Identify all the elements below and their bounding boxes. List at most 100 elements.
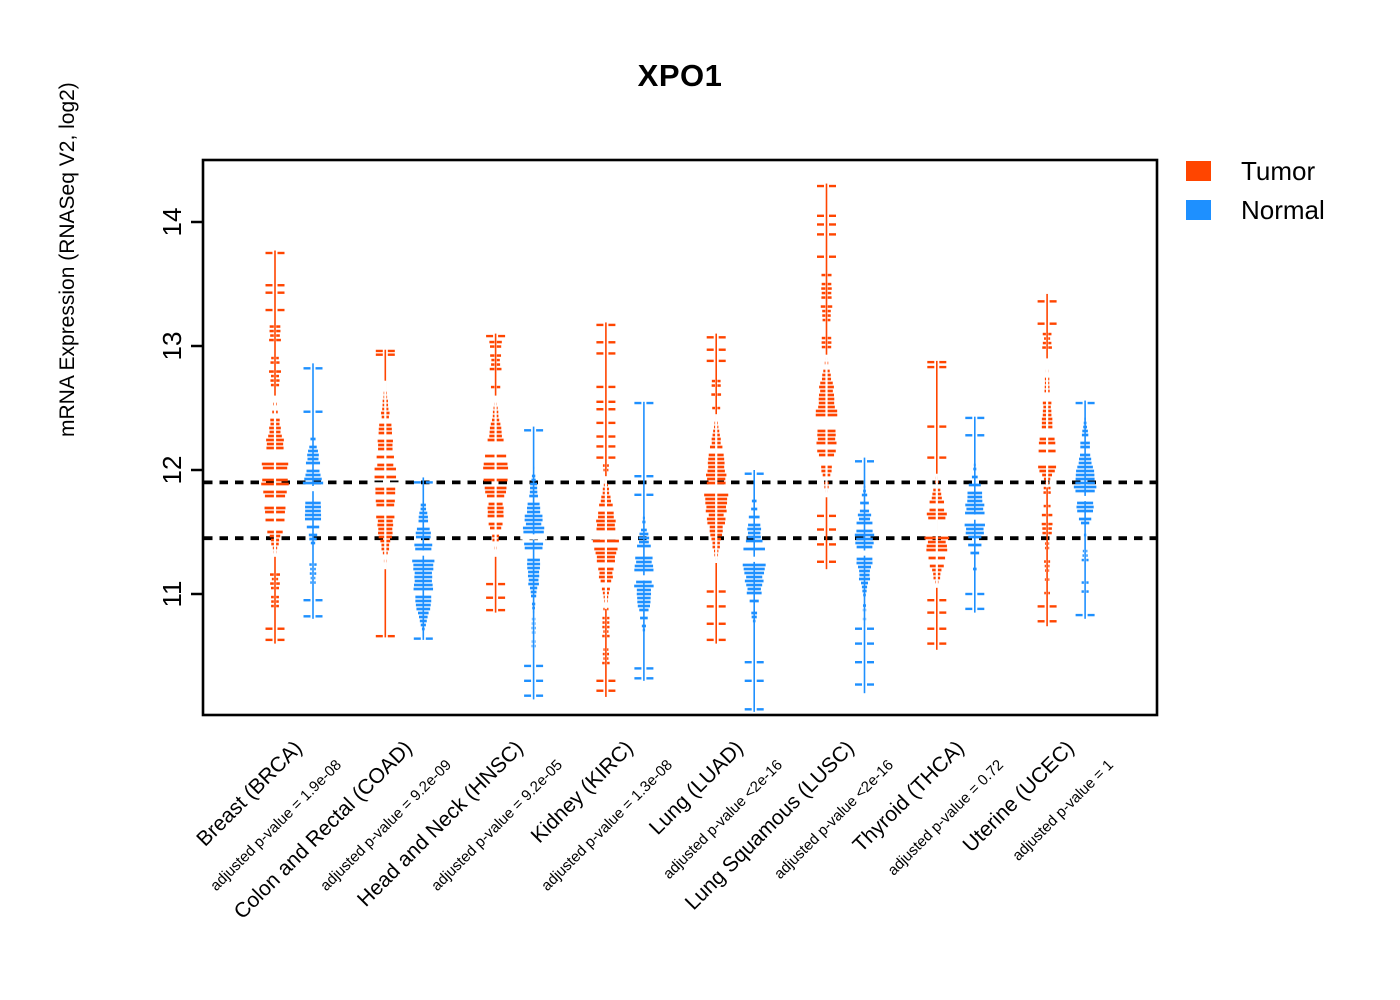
chart-title: XPO1	[637, 58, 723, 93]
violin-group-7-tumor-stack-dash	[1043, 486, 1046, 490]
violin-group-3-normal-dash	[640, 616, 648, 620]
violin-group-5-tumor-stack-dash	[827, 282, 832, 286]
violin-group-7-tumor-stack-dash	[1044, 569, 1046, 572]
violin-group-5-tumor-outlier	[829, 214, 836, 217]
violin-group-3-tumor-stack-dash	[603, 630, 605, 633]
violin-group-5-normal-dash	[856, 557, 873, 561]
violin-group-1-tumor-outlier	[387, 349, 395, 353]
violin-group-3-normal-dash	[637, 544, 651, 548]
violin-group-0-normal-dash	[307, 457, 319, 461]
violin-group-0-normal-dash	[305, 501, 321, 505]
violin-group-3-tumor-outlier	[608, 445, 616, 448]
violin-group-7-normal-median-gap	[1072, 495, 1099, 502]
violin-group-5-tumor-stack-dash	[827, 309, 831, 313]
violin-group-4-normal-dash	[751, 615, 757, 619]
plot-border	[201, 158, 1159, 717]
violin-group-7-normal-dash	[1075, 481, 1095, 485]
violin-group-0-tumor-stack-dash	[276, 573, 280, 576]
legend-item-normal: Normal	[1186, 195, 1325, 225]
violin-group-3-normal-dash	[637, 600, 651, 604]
violin-group-0-normal-dash	[305, 473, 321, 477]
violin-group-2-normal-dash	[531, 474, 536, 478]
violin-group-5-normal-outlier	[855, 642, 862, 645]
violin-group-7-tumor-stack-dash	[1048, 337, 1051, 340]
violin-group-7-tumor-stack-dash	[1048, 522, 1053, 526]
violin-group-7-normal-dash	[1076, 469, 1095, 473]
violin-group-3-normal-dash	[635, 556, 653, 560]
violin-group-4-tumor-stack-dash	[711, 384, 715, 387]
violin-group-5-normal-dash	[856, 545, 873, 549]
violin-group-0-tumor-stack-dash	[270, 334, 274, 337]
violin-group-0-tumor-stack-dash	[276, 582, 280, 585]
violin-group-1-tumor-split	[384, 380, 387, 570]
violin-group-3-normal-median-gap	[630, 575, 658, 581]
violin-group-0-normal-dash	[309, 445, 317, 449]
violin-group-2-normal-stack-dash	[534, 631, 536, 634]
violin-group-2-tumor-stack-dash	[496, 385, 501, 389]
violin-group-3-tumor-stack-dash	[603, 657, 605, 660]
violin-group-5-normal-dash	[863, 489, 866, 493]
violin-group-7-normal-dash	[1083, 421, 1087, 425]
violin-group-2-normal-dash	[530, 486, 538, 490]
violin-group-4-normal-dash	[746, 591, 762, 595]
violin-group-4-normal-outlier	[756, 708, 764, 711]
violin-group-2-normal-outlier	[524, 679, 532, 682]
violin-group-5-normal-outlier	[867, 661, 874, 664]
violin-group-0-tumor-stack-dash	[270, 379, 274, 382]
violin-group-3-tumor-stack-dash	[602, 616, 605, 620]
violin-group-2-tumor-outlier	[486, 582, 494, 586]
violin-group-3-tumor-outlier	[608, 456, 616, 459]
violin-group-7-tumor-stack-dash	[1044, 560, 1046, 563]
violin-group-6-normal-dash	[965, 531, 984, 535]
violin-group-3-tumor-stack-dash	[607, 464, 609, 467]
violin-group-3-normal-dash	[642, 516, 645, 520]
violin-group-5-tumor-outlier	[829, 223, 836, 226]
violin-group-3-tumor-outlier	[596, 341, 604, 344]
violin-group-3-normal-dash	[639, 532, 649, 536]
violin-group-5-normal-dash	[863, 593, 866, 597]
violin-group-7-tumor-outlier	[1049, 605, 1057, 608]
violin-group-3-normal-dash	[637, 604, 650, 608]
violin-group-7-normal-dash	[1080, 453, 1091, 457]
violin-group-5-normal-dash	[861, 581, 868, 585]
violin-group-0-tumor-stack-dash	[271, 604, 274, 608]
violin-group-2-tumor-outlier	[486, 608, 494, 612]
violin-group-7-tumor-outlier	[1037, 300, 1045, 303]
violin-group-7-tumor-outlier	[1049, 322, 1057, 325]
violin-group-0-normal-dash	[307, 453, 319, 457]
violin-group-2-tumor-stack-dash	[489, 345, 495, 348]
violin-group-3-tumor-stack-dash	[602, 464, 605, 467]
violin-group-1-tumor-outlier	[375, 634, 383, 638]
violin-group-5-normal-outlier	[867, 683, 874, 686]
violin-group-5-normal-dash	[857, 565, 872, 569]
violin-group-5-tumor-stack-dash	[827, 314, 831, 317]
violin-group-7-normal-dash	[1075, 473, 1095, 477]
violin-group-2-normal-median-gap	[520, 534, 547, 540]
violin-group-0-normal-dash	[310, 541, 316, 545]
violin-group-0-tumor-outlier	[277, 627, 285, 630]
violin-group-3-normal-outlier	[646, 667, 654, 670]
violin-group-0-tumor-outlier	[265, 627, 273, 630]
violin-group-5-tumor-outlier	[829, 543, 836, 546]
violin-group-3-normal-dash	[637, 596, 651, 600]
violin-group-2-normal-dash	[529, 586, 538, 590]
violin-group-1-tumor-outlier	[387, 353, 395, 356]
violin-group-3-tumor-stack-dash	[603, 607, 605, 611]
violin-group-4-tumor-stack-dash	[717, 406, 721, 410]
violin-group-4-normal-outlier	[744, 679, 752, 682]
violin-group-5-tumor-stack-dash	[821, 296, 826, 299]
violin-group-0-normal-dash	[308, 449, 318, 453]
violin-group-0-normal-stack-dash	[314, 567, 316, 571]
violin-group-5-tumor-outlier	[829, 255, 836, 258]
violin-group-5-normal-median-gap	[851, 550, 878, 556]
violin-group-3-tumor-stack-dash	[607, 625, 610, 629]
violin-group-7-normal-stack-dash	[1086, 554, 1088, 557]
violin-group-7-normal-stack-dash	[1086, 549, 1088, 553]
violin-group-3-tumor-stack-dash	[607, 657, 609, 660]
violin-group-1-normal-dash	[418, 515, 428, 519]
violin-group-3-tumor-outlier	[608, 352, 616, 355]
violin-group-3-tumor-outlier	[596, 323, 604, 327]
violin-group-3-normal-dash	[641, 624, 646, 628]
violin-group-5-tumor-stack-dash	[827, 345, 832, 349]
violin-group-5-tumor-stack-dash	[821, 282, 826, 286]
